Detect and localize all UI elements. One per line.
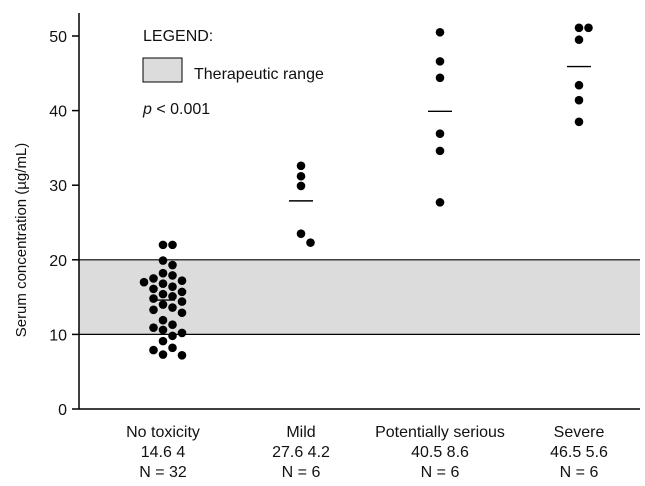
legend-p-value: p < 0.001 [142, 101, 210, 118]
category-stat-label: 46.5 5.6 [550, 444, 608, 461]
data-point [574, 80, 584, 90]
data-point [177, 328, 187, 338]
data-point [168, 260, 177, 270]
data-point [158, 240, 168, 250]
legend-title: LEGEND: [143, 28, 213, 45]
y-tick-label: 10 [49, 327, 67, 344]
data-point [574, 23, 584, 33]
data-point [435, 27, 445, 37]
data-point [435, 198, 445, 207]
data-point [435, 146, 445, 156]
category-stat-label: 40.5 8.6 [411, 444, 469, 461]
data-point [177, 276, 187, 285]
legend-range-swatch [142, 57, 183, 83]
data-point [296, 171, 306, 181]
data-point [158, 350, 168, 359]
y-axis-ticks: 0 10 20 30 40 50 [49, 29, 79, 419]
data-point [158, 289, 168, 299]
y-tick-label: 50 [49, 29, 67, 46]
data-point [149, 274, 158, 283]
legend: LEGEND: Therapeutic range p < 0.001 [142, 28, 324, 118]
legend-p-symbol: p [142, 101, 152, 118]
data-point [158, 256, 168, 265]
data-point [574, 95, 584, 105]
data-point [149, 305, 158, 315]
data-point [158, 268, 168, 278]
category-n-label: N = 6 [282, 464, 321, 481]
data-point [149, 284, 158, 294]
data-point [177, 308, 187, 318]
data-point [139, 277, 149, 287]
data-point [158, 315, 168, 325]
y-tick-label: 0 [58, 402, 67, 419]
data-point [574, 35, 584, 45]
data-point [306, 238, 315, 247]
data-point [168, 240, 177, 250]
y-tick-label: 20 [49, 253, 67, 270]
data-point [435, 73, 445, 83]
category-stat-label: 27.6 4.2 [272, 444, 330, 461]
data-point [168, 271, 177, 280]
data-point [149, 294, 158, 303]
data-point [158, 300, 168, 309]
data-point [177, 350, 187, 360]
data-point [177, 297, 187, 306]
data-point [296, 229, 306, 238]
legend-p-threshold: < 0.001 [152, 101, 210, 118]
data-point [168, 320, 177, 330]
y-tick-label: 40 [49, 104, 67, 121]
data-point [168, 331, 177, 341]
category-stat-label: 14.6 4 [141, 444, 186, 461]
category-name-label: Severe [554, 424, 605, 441]
data-point [435, 57, 445, 66]
category-n-label: N = 32 [139, 464, 187, 481]
category-labels: No toxicity 14.6 4 N = 32 Mild 27.6 4.2 N = 6… [126, 424, 608, 481]
y-axis-title: Serum concentration (µg/mL) [13, 143, 30, 338]
data-point [584, 23, 593, 33]
y-tick-label: 30 [49, 178, 67, 195]
data-point [296, 161, 306, 171]
data-point [574, 117, 584, 127]
category-n-label: N = 6 [421, 464, 460, 481]
data-point [168, 282, 177, 291]
data-point [168, 303, 177, 312]
data-point [149, 345, 158, 355]
data-point [158, 336, 168, 346]
category-name-label: Mild [286, 424, 315, 441]
data-marks [139, 23, 593, 360]
category-n-label: N = 6 [560, 464, 599, 481]
data-point [149, 323, 158, 332]
category-name-label: Potentially serious [375, 424, 505, 441]
data-point [177, 287, 187, 297]
data-point [158, 279, 168, 288]
data-point [168, 343, 177, 353]
data-point [296, 181, 306, 191]
data-point [158, 325, 168, 335]
legend-range-label: Therapeutic range [194, 66, 324, 83]
data-point [435, 129, 445, 139]
data-point [168, 292, 177, 301]
category-name-label: No toxicity [126, 424, 200, 441]
